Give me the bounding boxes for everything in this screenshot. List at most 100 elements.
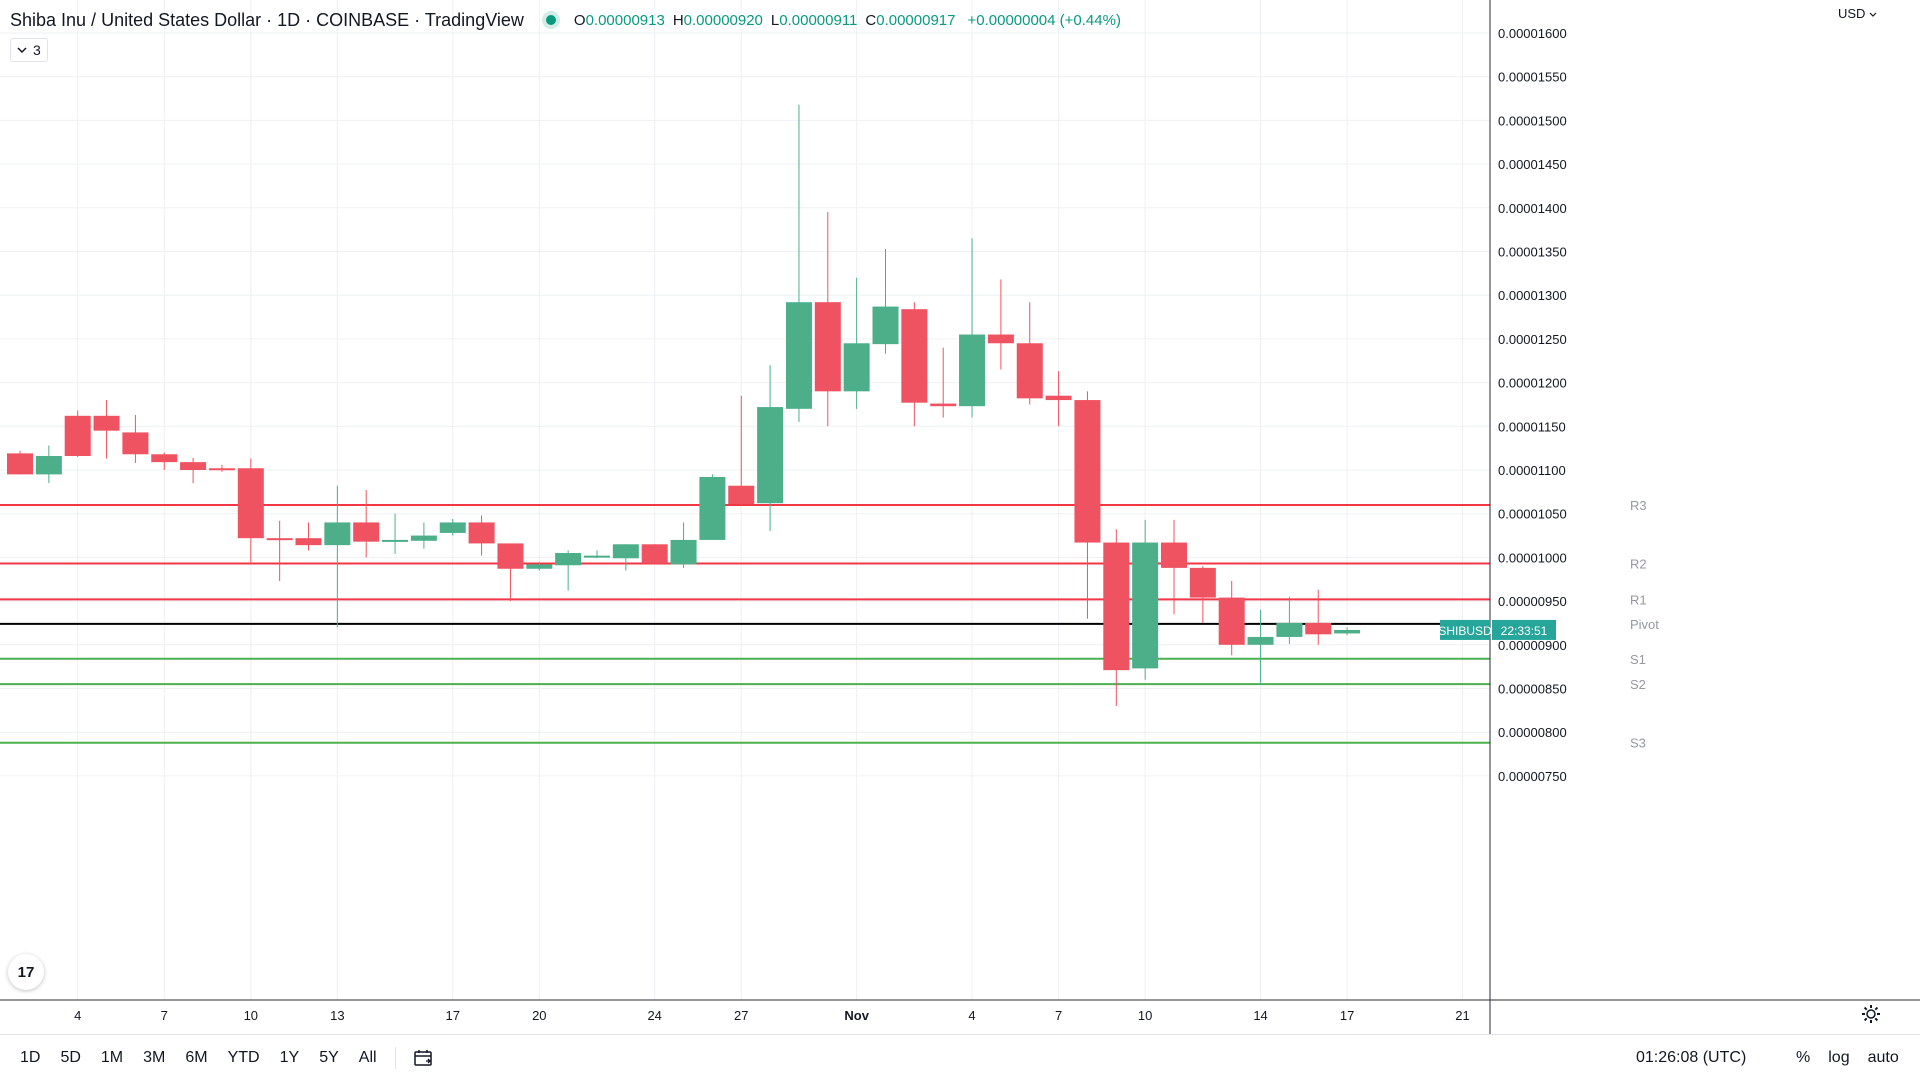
- x-tick-label: 10: [1138, 1008, 1152, 1023]
- y-tick-label: 0.00001350: [1498, 245, 1567, 260]
- candle-bullish: [382, 539, 409, 542]
- x-tick-label: 17: [446, 1008, 460, 1023]
- price-chart[interactable]: 0.00001600 0.00001550 0.00001500 0.00001450…: [0, 0, 1920, 1034]
- y-tick-label: 0.00001400: [1498, 201, 1567, 216]
- x-tick-label: 17: [1340, 1008, 1354, 1023]
- y-tick-label: 0.00001150: [1498, 419, 1566, 434]
- x-tick-label: 27: [734, 1008, 748, 1023]
- candle-bullish: [324, 522, 351, 546]
- y-tick-label: 0.00001250: [1498, 332, 1567, 347]
- range-1y-button[interactable]: 1Y: [279, 1049, 300, 1066]
- indicator-count: 3: [33, 42, 41, 58]
- range-5y-button[interactable]: 5Y: [319, 1049, 339, 1066]
- candle-bearish: [1045, 395, 1072, 401]
- pivot-label-r2: R2: [1630, 557, 1647, 572]
- candle-bullish: [1247, 636, 1274, 645]
- candle-bearish: [987, 334, 1014, 344]
- currency-selector[interactable]: USD: [1838, 6, 1877, 21]
- candle-bearish: [122, 432, 149, 455]
- y-tick-label: 0.00000900: [1498, 638, 1567, 653]
- y-tick-label: 0.00001550: [1498, 70, 1567, 85]
- candle-bearish: [7, 453, 33, 475]
- candle-bullish: [757, 407, 784, 504]
- logo-text: 17: [17, 963, 35, 981]
- candle-bullish: [584, 555, 610, 558]
- market-open-indicator: [545, 15, 556, 25]
- x-tick-label: 10: [244, 1008, 258, 1023]
- y-tick-label: 0.00001300: [1498, 288, 1567, 303]
- candle-bearish: [901, 309, 928, 403]
- pivot-label-s1: S1: [1630, 652, 1646, 667]
- toolbar-divider: [394, 1047, 396, 1069]
- open-value: 0.00000913: [585, 11, 665, 29]
- candle-bearish: [468, 522, 495, 544]
- candle-bearish: [1016, 343, 1043, 399]
- candle-bearish: [728, 485, 755, 505]
- candle-bearish: [1218, 597, 1245, 645]
- go-to-date-button[interactable]: [413, 1049, 434, 1067]
- percent-scale-toggle[interactable]: %: [1796, 1049, 1811, 1066]
- open-key: O: [573, 11, 586, 29]
- scale-options: % log auto: [1796, 1049, 1899, 1067]
- candle-bearish: [353, 522, 380, 542]
- indicators-toggle-button[interactable]: 3: [10, 38, 48, 62]
- x-tick-label: Nov: [844, 1008, 869, 1023]
- countdown-tag-text: 22:33:51: [1501, 624, 1548, 638]
- low-key: L: [770, 11, 780, 29]
- chevron-down-icon: [17, 47, 27, 54]
- chart-header: Shiba Inu / United States Dollar · 1D · …: [10, 8, 1121, 32]
- candle-bearish: [180, 462, 207, 470]
- candle-bullish: [699, 476, 726, 540]
- candle-bullish: [959, 334, 986, 407]
- y-tick-label: 0.00001100: [1498, 463, 1566, 478]
- y-tick-label: 0.00001600: [1498, 26, 1567, 41]
- candle-bearish: [1189, 567, 1216, 598]
- y-tick-label: 0.00001200: [1498, 376, 1567, 391]
- ohlc-readout: O0.00000913 H0.00000920 L0.00000911 C0.0…: [574, 12, 1121, 29]
- candle-bullish: [35, 456, 62, 475]
- y-tick-label: 0.00000800: [1498, 725, 1567, 740]
- range-all-button[interactable]: All: [358, 1049, 377, 1066]
- candle-bearish: [93, 415, 120, 431]
- range-ytd-button[interactable]: YTD: [227, 1049, 260, 1066]
- candle-bullish: [1334, 629, 1361, 634]
- candle-bullish: [439, 522, 466, 533]
- candle-bullish: [843, 343, 870, 392]
- range-1m-button[interactable]: 1M: [100, 1049, 124, 1066]
- candle-bullish: [410, 535, 437, 541]
- candle-bullish: [1132, 542, 1159, 669]
- candle-bearish: [64, 415, 91, 457]
- tradingview-logo[interactable]: 17: [8, 954, 44, 990]
- chevron-down-icon: [1869, 12, 1877, 17]
- range-6m-button[interactable]: 6M: [185, 1049, 208, 1066]
- bottom-toolbar: 1D 5D 1M 3M 6M YTD 1Y 5Y All 01:26:08 (U…: [0, 1034, 1920, 1081]
- high-key: H: [672, 11, 684, 29]
- utc-clock[interactable]: 01:26:08 (UTC): [1636, 1049, 1747, 1066]
- pivot-label-r1: R1: [1630, 592, 1647, 607]
- settings-gear-icon[interactable]: [1860, 1003, 1882, 1030]
- gear-icon: [1862, 1005, 1880, 1023]
- x-tick-label: 4: [74, 1008, 81, 1023]
- range-3m-button[interactable]: 3M: [143, 1049, 166, 1066]
- symbol-title[interactable]: Shiba Inu / United States Dollar · 1D · …: [10, 9, 524, 30]
- candle-bearish: [497, 543, 524, 569]
- log-scale-toggle[interactable]: log: [1828, 1049, 1850, 1066]
- candle-bearish: [930, 403, 957, 407]
- candle-bullish: [526, 564, 553, 569]
- change-value: +0.00000004 (+0.44%): [967, 11, 1121, 29]
- x-tick-label: 4: [968, 1008, 975, 1023]
- range-5d-button[interactable]: 5D: [60, 1049, 81, 1066]
- pivot-label-s3: S3: [1630, 736, 1646, 751]
- candle-bearish: [151, 454, 178, 463]
- candle-bearish: [237, 468, 264, 539]
- x-tick-label: 24: [647, 1008, 661, 1023]
- close-value: 0.00000917: [876, 11, 956, 29]
- pivot-label-s2: S2: [1630, 677, 1646, 692]
- auto-scale-toggle[interactable]: auto: [1867, 1049, 1899, 1066]
- range-1d-button[interactable]: 1D: [20, 1049, 41, 1066]
- x-tick-label: 13: [330, 1008, 344, 1023]
- calendar-range-icon: [413, 1050, 432, 1066]
- x-tick-label: 21: [1455, 1008, 1469, 1023]
- candle-bearish: [208, 468, 235, 471]
- candle-bearish: [641, 544, 668, 564]
